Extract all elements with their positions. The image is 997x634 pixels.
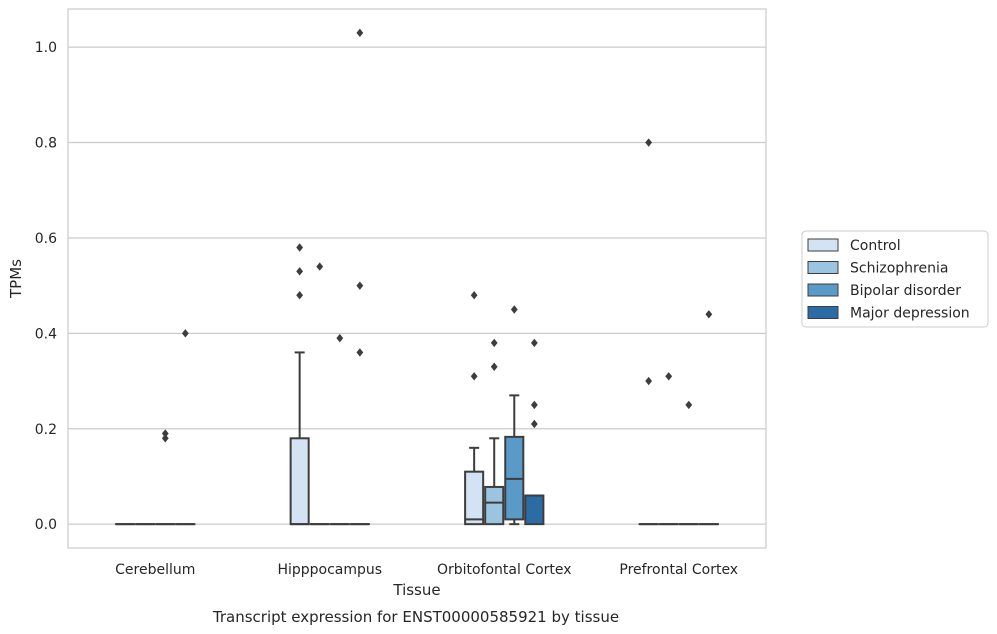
outlier-point [645,138,653,147]
outlier-point [161,434,169,443]
y-tick-label: 0.8 [35,136,57,152]
chart-caption: Transcript expression for ENST0000058592… [212,608,619,626]
outlier-point [181,329,189,338]
y-tick-label: 0.0 [35,517,57,533]
outlier-point [296,243,304,252]
box-bipolar-disorder [155,429,176,526]
y-gridlines [68,46,766,525]
y-tick-label: 1.0 [35,40,57,56]
outlier-point [665,372,673,381]
box-major-depression [524,338,545,526]
box-control [638,138,659,526]
x-tick-label: Hipppocampus [277,562,382,578]
x-tick-labels: Cerebellum Hipppocampus Orbitofontal Corte… [115,562,738,578]
outlier-point [530,419,538,429]
box-major-depression [175,329,196,526]
outlier-point [161,429,169,438]
outlier-point [530,400,538,410]
box-major-depression [349,28,370,526]
legend-swatch [807,238,839,252]
box-bipolar-disorder [678,400,699,526]
y-tick-label: 0.2 [35,422,57,438]
box-schizophrenia [658,372,679,526]
box-major-depression [698,310,719,526]
outlier-point [316,262,324,271]
box-schizophrenia [484,338,505,526]
legend-swatch [807,261,839,274]
box-bipolar-disorder [504,305,525,526]
legend-frame [801,230,989,328]
outlier-point [470,290,478,300]
legend-label: Schizophrenia [850,261,948,277]
outlier-point [530,338,538,348]
legend-label: Control [850,238,901,254]
y-axis-label: TPMs [7,259,25,299]
outlier-point [510,305,518,314]
box-bipolar-disorder [329,333,350,526]
y-tick-label: 0.4 [35,326,57,342]
legend-swatch [807,306,839,319]
box-body [289,437,310,526]
outlier-point [490,362,498,371]
outlier-point [356,28,364,38]
box-body [484,485,505,526]
x-tick-label: Cerebellum [115,562,195,578]
box-schizophrenia [309,262,330,526]
x-tick-label: Orbitofontal Cortex [437,562,572,578]
plot-frame [67,8,767,549]
outlier-point [705,310,713,319]
x-tick-label: Prefrontal Cortex [619,562,738,578]
outlier-point [645,376,653,386]
outlier-point [356,281,364,290]
box-control [289,243,310,526]
box-control [464,290,485,526]
legend: Control Schizophrenia Bipolar disorder Majo… [801,230,989,328]
y-tick-labels: 0.0 0.2 0.4 0.6 0.8 1.0 [35,40,57,533]
outlier-point [296,290,304,300]
outlier-point [490,338,498,348]
legend-label: Bipolar disorder [850,283,961,299]
outlier-point [356,348,364,357]
outlier-point [470,372,478,381]
y-tick-label: 0.6 [35,231,57,247]
box-body [524,494,545,526]
legend-label: Major depression [850,306,970,322]
outlier-point [336,333,344,343]
x-axis-label: Tissue [392,581,440,599]
outlier-point [296,267,304,276]
box-body [464,470,485,526]
legend-swatch [807,283,839,297]
outlier-point [685,400,693,410]
box-plots [115,28,719,526]
